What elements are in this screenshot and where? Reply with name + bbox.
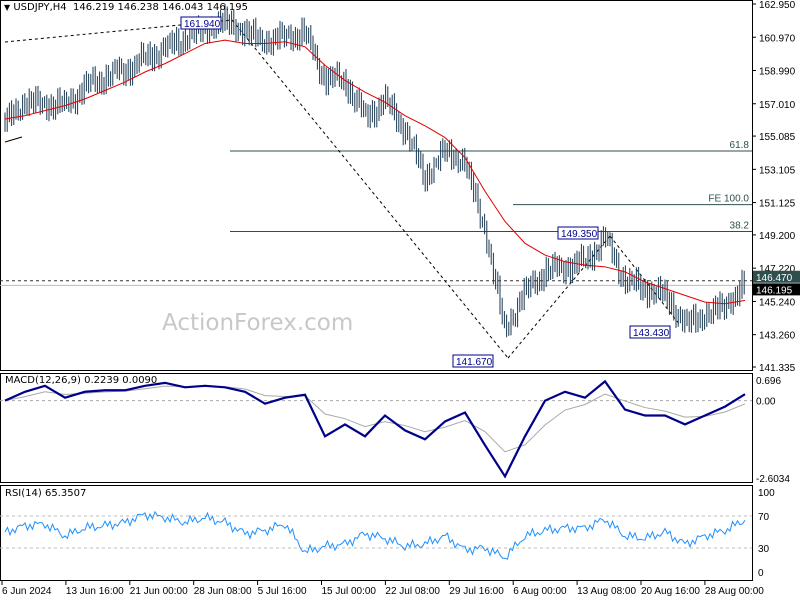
- time-tick-label: 6 Aug 00:00: [513, 586, 567, 597]
- price-tick-label: 162.950: [759, 0, 796, 11]
- low-label-box: [452, 354, 494, 368]
- trendline: [4, 136, 23, 143]
- time-tick-label: 13 Aug 08:00: [577, 586, 636, 597]
- price-tick-label: 151.125: [759, 199, 796, 210]
- time-tick-label: 28 Aug 00:00: [705, 586, 764, 597]
- price-tick-label: 160.970: [759, 33, 796, 44]
- price-tick-label: 143.260: [759, 331, 796, 342]
- macd-tick-label: 0.00: [756, 397, 776, 408]
- trendline: [507, 235, 611, 359]
- symbol-label: USDJPY,H4: [13, 2, 67, 13]
- macd-panel: [0, 373, 753, 483]
- rsi-tick-label: 0: [758, 568, 764, 579]
- moving-average-line: [4, 39, 746, 305]
- rsi-tick-label: 70: [758, 512, 770, 523]
- price-tick-label: 158.990: [759, 67, 796, 78]
- time-tick-label: 15 Jul 00:00: [322, 586, 377, 597]
- chart-header: ▼ USDJPY,H4 146.219 146.238 146.043 146.…: [4, 2, 248, 13]
- low-label: 141.670: [456, 357, 493, 368]
- time-tick-label: 20 Aug 16:00: [641, 586, 700, 597]
- price-tick-label: 141.335: [759, 363, 796, 374]
- macd-signal-line: [4, 385, 746, 453]
- time-tick-label: 28 Jun 08:00: [194, 586, 252, 597]
- price-tick-label: 157.010: [759, 100, 796, 111]
- current-price-box: [753, 283, 800, 296]
- high-label: 161.940: [184, 19, 221, 30]
- price-tick-label: 153.105: [759, 165, 796, 176]
- macd-tick-label: 0.696: [756, 376, 781, 387]
- time-tick-label: 29 Jul 16:00: [449, 586, 504, 597]
- trendline: [231, 19, 509, 359]
- price-tick-label: 155.085: [759, 132, 796, 143]
- fib-level-label: 38.2: [730, 221, 750, 232]
- current-price-label: 146.195: [756, 285, 793, 296]
- time-tick-label: 21 Jun 00:00: [130, 586, 188, 597]
- marked-price-label: 146.470: [756, 273, 793, 284]
- swing-low-label-box: [629, 325, 671, 339]
- time-tick-label: 13 Jun 16:00: [66, 586, 124, 597]
- rsi-line: [4, 510, 746, 560]
- rsi-tick-label: 100: [758, 488, 775, 499]
- rsi-tick-label: 30: [758, 544, 770, 555]
- collapse-triangle-icon[interactable]: ▼: [4, 3, 11, 12]
- time-tick-label: 6 Jun 2024: [2, 586, 52, 597]
- fib-level-label: FE 100.0: [708, 194, 749, 205]
- price-tick-label: 145.240: [759, 297, 796, 308]
- price-tick-label: 149.200: [759, 231, 796, 242]
- macd-tick-label: -2.6034: [756, 474, 790, 485]
- swing-low-label: 143.430: [633, 328, 670, 339]
- trendline: [4, 19, 233, 43]
- fib-level-label: 61.8: [730, 140, 750, 151]
- swing-high-label: 149.350: [561, 229, 598, 240]
- watermark: ActionForex.com: [162, 310, 354, 336]
- marked-price-box: [753, 270, 800, 283]
- macd-line: [4, 379, 746, 479]
- time-tick-label: 22 Jul 08:00: [385, 586, 440, 597]
- time-tick-label: 5 Jul 16:00: [258, 586, 307, 597]
- ohlc-values: 146.219 146.238 146.043 146.195: [73, 2, 248, 13]
- price-tick-label: 147.220: [759, 264, 796, 275]
- macd-title: MACD(12,26,9) 0.2239 0.0090: [5, 375, 158, 386]
- rsi-panel: [0, 485, 753, 581]
- price-panel: [0, 0, 753, 371]
- rsi-title: RSI(14) 65.3507: [5, 488, 87, 499]
- high-label-box: [180, 16, 222, 30]
- swing-high-label-box: [557, 226, 599, 240]
